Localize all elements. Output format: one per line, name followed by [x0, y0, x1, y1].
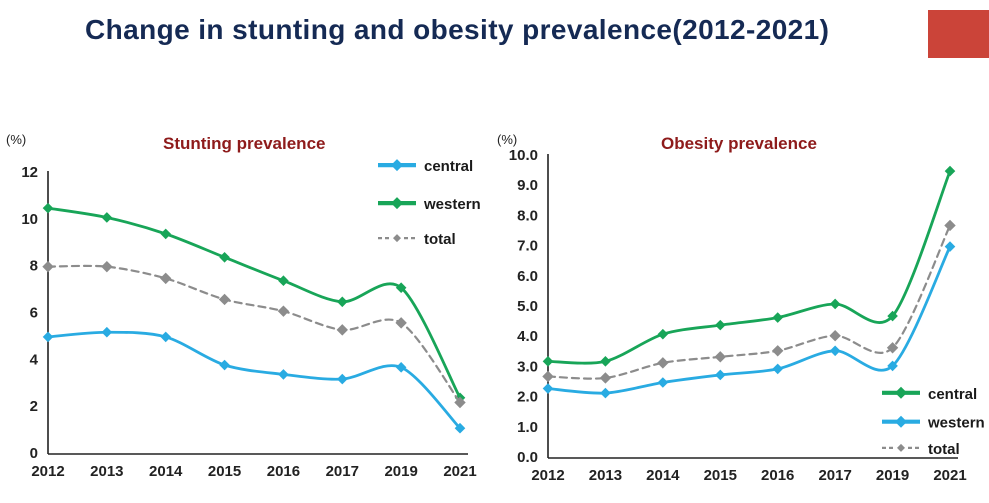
svg-text:8: 8 — [30, 258, 38, 275]
svg-text:total: total — [424, 231, 456, 248]
svg-text:10: 10 — [21, 211, 38, 228]
svg-text:2017: 2017 — [326, 463, 359, 480]
svg-text:6: 6 — [30, 305, 38, 322]
svg-text:2016: 2016 — [761, 467, 794, 484]
svg-text:western: western — [423, 196, 481, 213]
svg-text:8.0: 8.0 — [517, 207, 538, 224]
svg-text:2019: 2019 — [384, 463, 417, 480]
svg-text:2014: 2014 — [149, 463, 183, 480]
svg-text:2015: 2015 — [704, 467, 737, 484]
svg-text:2013: 2013 — [589, 467, 622, 484]
svg-text:central: central — [424, 158, 473, 175]
svg-text:1.0: 1.0 — [517, 419, 538, 436]
svg-text:western: western — [927, 415, 985, 432]
svg-text:2015: 2015 — [208, 463, 241, 480]
svg-text:2012: 2012 — [31, 463, 64, 480]
svg-text:4: 4 — [30, 351, 39, 368]
svg-text:9.0: 9.0 — [517, 177, 538, 194]
svg-text:7.0: 7.0 — [517, 238, 538, 255]
svg-text:2.0: 2.0 — [517, 389, 538, 406]
svg-text:2019: 2019 — [876, 467, 909, 484]
svg-text:2016: 2016 — [267, 463, 300, 480]
svg-text:5.0: 5.0 — [517, 298, 538, 315]
svg-text:2021: 2021 — [933, 467, 966, 484]
svg-text:2: 2 — [30, 398, 38, 415]
svg-text:3.0: 3.0 — [517, 358, 538, 375]
svg-text:2013: 2013 — [90, 463, 123, 480]
svg-text:2014: 2014 — [646, 467, 680, 484]
svg-text:2021: 2021 — [443, 463, 476, 480]
svg-text:10.0: 10.0 — [509, 150, 538, 164]
svg-text:4.0: 4.0 — [517, 328, 538, 345]
svg-text:12: 12 — [21, 164, 38, 181]
svg-text:2017: 2017 — [818, 467, 851, 484]
svg-text:0.0: 0.0 — [517, 449, 538, 466]
svg-text:central: central — [928, 386, 977, 403]
svg-text:2012: 2012 — [531, 467, 564, 484]
svg-text:6.0: 6.0 — [517, 268, 538, 285]
svg-text:total: total — [928, 441, 960, 458]
svg-text:0: 0 — [30, 445, 38, 462]
